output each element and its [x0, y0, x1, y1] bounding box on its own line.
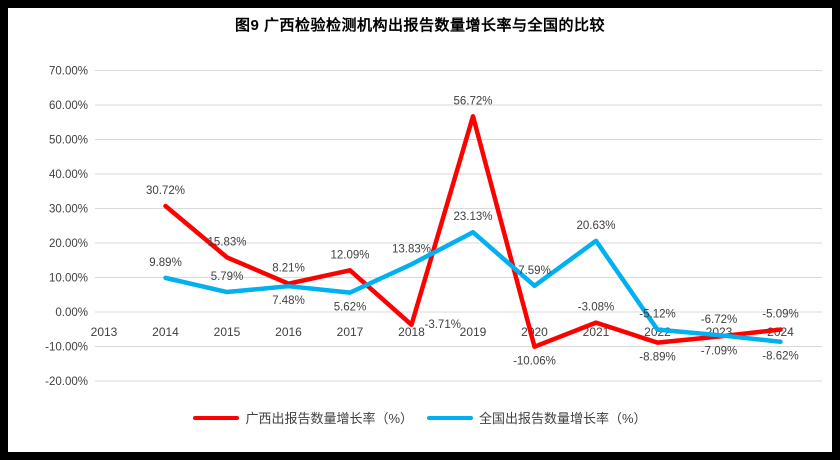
data-label-national: 7.59% [518, 265, 551, 277]
chart-legend: 广西出报告数量增长率（%） 全国出报告数量增长率（%） [0, 408, 840, 427]
data-label-guangxi: -3.08% [578, 302, 614, 314]
legend-item-national: 全国出报告数量增长率（%） [427, 408, 647, 427]
x-axis-year-label: 2016 [275, 325, 302, 339]
x-axis-year-label: 2018 [398, 325, 425, 339]
data-label-national: -8.62% [762, 351, 798, 363]
x-axis-year-label: 2015 [214, 325, 241, 339]
x-axis-year-label: 2013 [91, 325, 118, 339]
data-label-national: -6.72% [701, 314, 737, 326]
series-line-guangxi [163, 114, 783, 349]
data-label-national: 5.62% [334, 302, 367, 314]
data-label-national: 20.63% [576, 220, 615, 232]
data-label-national: -5.12% [639, 309, 675, 321]
data-label-guangxi: 15.83% [207, 236, 246, 248]
data-label-guangxi: 56.72% [453, 95, 492, 107]
x-axis-year-label: 2017 [337, 325, 364, 339]
data-label-national: 13.83% [392, 243, 431, 255]
data-label-national: 23.13% [453, 211, 492, 223]
legend-item-guangxi: 广西出报告数量增长率（%） [193, 408, 413, 427]
data-label-guangxi: 30.72% [146, 185, 185, 197]
data-label-guangxi: 12.09% [330, 249, 369, 261]
data-label-guangxi: -7.09% [701, 345, 737, 357]
y-axis-tick-label: 40.00% [49, 169, 88, 181]
y-axis-tick-label: 0.00% [55, 307, 88, 319]
x-axis-year-label: 2020 [521, 325, 548, 339]
y-axis-tick-label: 70.00% [49, 66, 88, 78]
y-axis-tick-label: 60.00% [49, 100, 88, 112]
y-axis-tick-label: -20.00% [45, 376, 88, 388]
data-label-guangxi: -8.89% [639, 352, 675, 364]
series-line-national [163, 229, 783, 344]
data-label-guangxi: -5.09% [762, 309, 798, 321]
data-label-guangxi: 8.21% [272, 263, 305, 275]
y-axis-tick-label: 30.00% [49, 204, 88, 216]
data-label-national: 5.79% [211, 271, 244, 283]
y-axis-tick-label: 10.00% [49, 273, 88, 285]
x-axis-year-label: 2019 [460, 325, 487, 339]
x-axis-year-label: 2021 [583, 325, 610, 339]
legend-label-national: 全国出报告数量增长率（%） [479, 411, 647, 426]
y-axis-tick-label: 20.00% [49, 238, 88, 250]
legend-label-guangxi: 广西出报告数量增长率（%） [245, 411, 413, 426]
data-label-national: 7.48% [272, 295, 305, 307]
y-axis-tick-label: 50.00% [49, 135, 88, 147]
guangxi-line-swatch-icon [193, 415, 240, 420]
national-line-swatch-icon [427, 415, 473, 420]
y-axis-tick-label: -10.00% [45, 342, 88, 354]
data-label-guangxi: -3.71% [425, 319, 461, 331]
chart-title: 图9 广西检验检测机构出报告数量增长率与全国的比较 [234, 17, 605, 34]
data-label-guangxi: -10.06% [513, 356, 556, 368]
x-axis-year-label: 2014 [152, 325, 179, 339]
chart-background-panel [8, 8, 832, 452]
data-label-national: 9.89% [149, 257, 182, 269]
